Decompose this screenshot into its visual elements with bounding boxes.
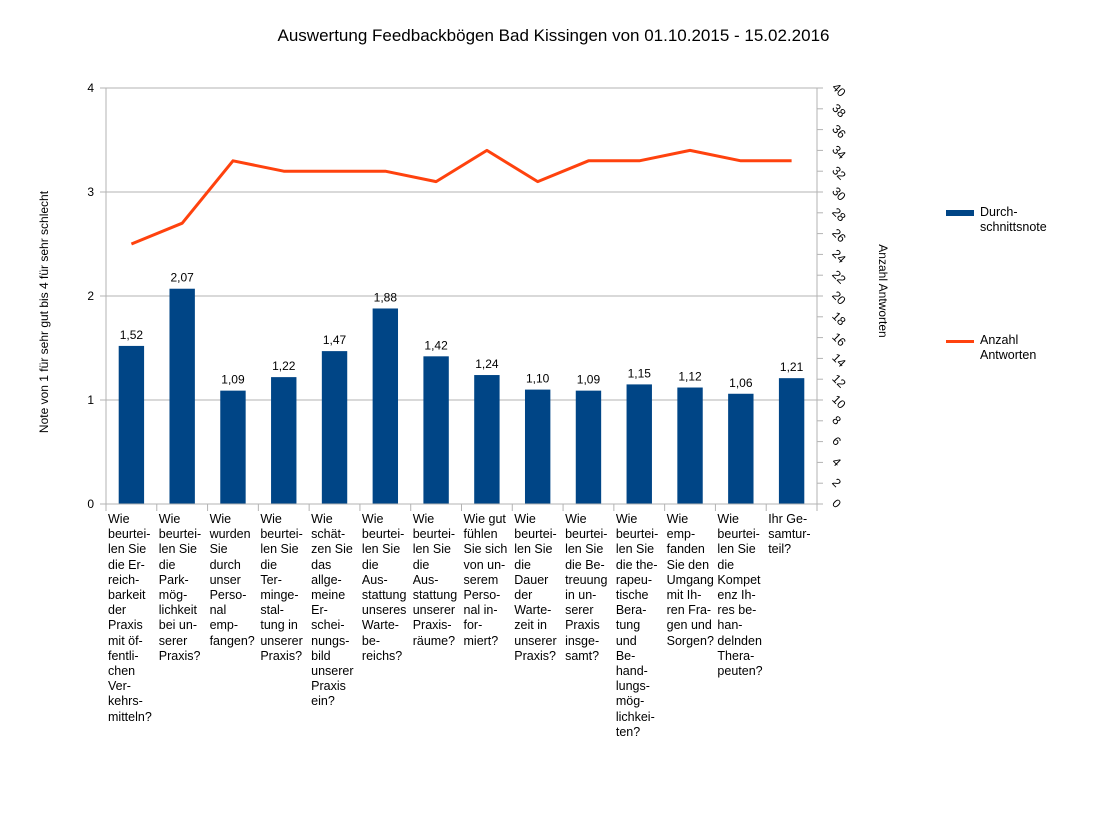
y-axis-label-left: Note von 1 für sehr gut bis 4 für sehr s… [37, 190, 51, 434]
line-series-anzahl-antworten [130, 148, 792, 246]
x-category-label: Wie emp- fanden Sie den Umgang mit Ih- r… [666, 512, 714, 648]
bar-value-label: 1,10 [526, 372, 550, 386]
x-category-label: Wie beurtei- len Sie die Aus- stattung u… [361, 512, 407, 663]
x-category-label: Wie gut fühlen Sie sich von un- serem Pe… [463, 512, 508, 648]
x-category-label: Wie beurtei- len Sie die Be- treuung in … [565, 512, 608, 663]
bar [220, 390, 246, 504]
x-category-label: Wie beurtei- len Sie die Kompet enz Ih- … [717, 512, 763, 679]
bar [778, 378, 805, 504]
x-category-label: Wie schät- zen Sie das allge- meine Er- … [311, 512, 354, 709]
legend-label-bar: Durch- schnittsnote [980, 205, 1047, 234]
y2-tick-label: 26 [829, 226, 849, 246]
y2-tick-label: 16 [829, 330, 849, 350]
bar-value-label: 1,24 [475, 357, 499, 371]
y2-tick-label: 28 [829, 205, 849, 225]
y-tick-label: 1 [87, 393, 94, 407]
y2-tick-label: 24 [829, 247, 849, 267]
y2-tick-label: 30 [829, 184, 849, 204]
y2-tick-label: 8 [829, 413, 844, 428]
y-tick-label: 3 [87, 185, 94, 199]
bar [321, 351, 348, 504]
bar-value-label: 1,06 [729, 376, 753, 390]
bar [423, 356, 449, 504]
y-tick-label: 4 [87, 81, 94, 95]
bar-value-label: 1,52 [120, 328, 144, 342]
chart-title: Auswertung Feedbackbögen Bad Kissingen v… [277, 26, 830, 45]
bar [474, 375, 500, 504]
x-category-label: Wie beurtei- len Sie die Dauer der Warte… [514, 512, 557, 663]
bar-value-label: 1,22 [272, 359, 296, 373]
y2-tick-label: 6 [829, 434, 844, 449]
bar-value-label: 1,09 [577, 373, 601, 387]
bar-value-label: 1,47 [323, 333, 347, 347]
legend-swatch-bar [946, 210, 974, 216]
x-category-label: Wie beurtei- len Sie die Aus- stattung u… [412, 512, 458, 648]
y2-tick-label: 10 [829, 392, 849, 412]
bar [524, 389, 551, 504]
y-axis-label-right: Anzahl Antworten [876, 244, 890, 338]
y2-tick-label: 36 [829, 122, 849, 142]
x-category-label: Wie wurden Sie durch unser Perso- nal em… [209, 512, 255, 648]
bar-value-label: 1,88 [374, 290, 398, 304]
bar [677, 387, 703, 504]
bar-value-label: 1,12 [678, 370, 702, 384]
bar-value-label: 1,42 [424, 338, 448, 352]
y-tick-label: 2 [87, 289, 94, 303]
y2-tick-label: 4 [829, 455, 844, 470]
bar [728, 393, 754, 504]
bar-value-label: 2,07 [170, 271, 194, 285]
y2-tick-label: 34 [829, 143, 849, 163]
x-category-label: Wie beurtei- len Sie die the- rapeu- tis… [615, 512, 659, 739]
y2-tick-label: 2 [829, 475, 844, 490]
y2-tick-label: 20 [829, 288, 849, 308]
bar [169, 288, 195, 504]
bar [372, 308, 399, 504]
bar-value-label: 1,09 [221, 373, 245, 387]
y2-tick-label: 18 [829, 309, 849, 329]
x-category-label: Wie beurtei- len Sie die Ter- minge- sta… [260, 512, 303, 663]
y2-tick-label: 12 [829, 371, 849, 391]
bar-value-label: 1,15 [628, 366, 652, 380]
x-category-label: Wie beurtei- len Sie die Park- mög- lich… [158, 512, 202, 663]
y2-tick-label: 32 [829, 163, 849, 183]
y2-tick-label: 38 [829, 101, 849, 121]
bar [271, 377, 297, 504]
x-category-label: Wie beurtei- len Sie die Er- reich- bark… [108, 512, 152, 724]
line-layer [130, 148, 792, 246]
y2-tick-label: 14 [829, 351, 849, 371]
bar [118, 345, 145, 504]
y2-tick-label: 0 [829, 496, 844, 511]
grid-layer [106, 87, 817, 401]
x-category-label: Ihr Ge- samtur- teil? [768, 512, 811, 557]
bar-value-label: 1,21 [780, 360, 804, 374]
y-tick-label: 0 [87, 497, 94, 511]
legend-label-line: Anzahl Antworten [980, 333, 1037, 362]
bar [626, 384, 652, 504]
y2-tick-label: 40 [829, 80, 849, 100]
bar-layer [118, 288, 805, 504]
axis-layer [100, 87, 823, 511]
legend-swatch-line [946, 340, 974, 343]
bar [575, 390, 602, 504]
y2-tick-label: 22 [829, 267, 849, 287]
